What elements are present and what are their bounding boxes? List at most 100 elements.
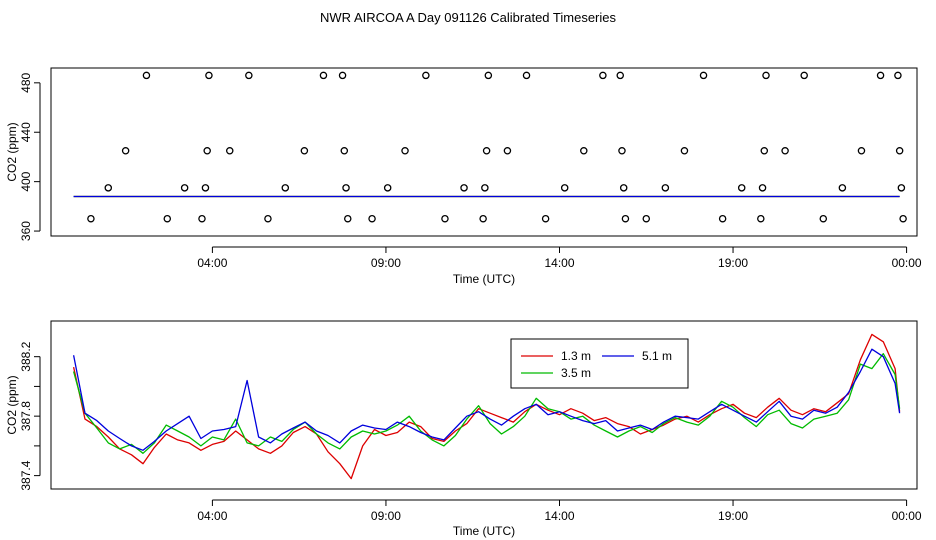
line-series (72, 333, 901, 480)
scatter-point (661, 184, 670, 192)
scatter-point (580, 147, 588, 155)
scatter-point (201, 184, 210, 192)
scatter-y-tick-label: 480 (19, 72, 33, 92)
scatter-points (87, 71, 907, 223)
scatter-point (760, 147, 769, 155)
scatter-point (319, 71, 328, 80)
legend-label-5-1m: 5.1 m (642, 349, 672, 363)
scatter-y-tick-label: 360 (19, 221, 33, 241)
scatter-point (876, 71, 885, 80)
scatter-point (205, 71, 213, 80)
series-line-1-3-m (72, 333, 901, 480)
scatter-x-tick-label: 19:00 (718, 256, 748, 270)
scatter-x-tick-label: 00:00 (892, 256, 922, 270)
scatter-point (621, 214, 630, 223)
scatter-point (281, 184, 290, 192)
scatter-point (762, 71, 770, 80)
scatter-point (737, 184, 746, 192)
scatter-point (401, 147, 409, 155)
scatter-point (800, 71, 808, 80)
line-x-tick-label: 09:00 (371, 509, 401, 523)
scatter-point (163, 214, 172, 223)
scatter-point (121, 147, 130, 155)
figure-title: NWR AIRCOA A Day 091126 Calibrated Times… (320, 10, 616, 25)
scatter-point (300, 147, 309, 155)
scatter-point (619, 184, 628, 192)
legend-label-3-5m: 3.5 m (561, 366, 591, 380)
scatter-x-axis-label: Time (UTC) (453, 272, 515, 286)
scatter-point (180, 184, 189, 192)
scatter-x-tick-label: 04:00 (197, 256, 227, 270)
scatter-point (484, 71, 493, 80)
scatter-point (104, 184, 113, 192)
scatter-point (757, 214, 765, 223)
scatter-point (142, 71, 151, 80)
scatter-point (541, 214, 550, 223)
scatter-point (441, 214, 449, 223)
scatter-point (203, 147, 211, 155)
scatter-point (897, 184, 906, 192)
scatter-point (481, 184, 489, 192)
scatter-point (460, 184, 468, 192)
scatter-point (718, 214, 727, 223)
line-x-tick-label: 04:00 (197, 509, 227, 523)
scatter-point (781, 147, 789, 155)
scatter-point (599, 71, 607, 80)
scatter-point (894, 71, 902, 80)
line-x-axis-label: Time (UTC) (453, 524, 515, 538)
scatter-y-tick-label: 440 (19, 122, 33, 142)
line-panel: 04:00 09:00 14:00 19:00 00:00 387.4 387.8 388.… (5, 320, 922, 538)
scatter-point (264, 214, 272, 223)
line-plot-frame (50, 320, 918, 490)
scatter-y-tick-label: 400 (19, 171, 33, 191)
scatter-point (482, 147, 491, 155)
line-y-axis: 387.4 387.8 388.2 (19, 341, 41, 491)
series-line-5-1-m (72, 348, 901, 451)
scatter-point (226, 147, 234, 155)
scatter-point (895, 147, 904, 155)
line-y-tick-label: 388.2 (19, 341, 33, 371)
line-y-tick-label: 387.8 (19, 401, 33, 431)
scatter-x-tick-label: 09:00 (371, 256, 401, 270)
scatter-point (699, 71, 708, 80)
scatter-point (819, 214, 828, 223)
scatter-point (758, 184, 767, 192)
scatter-point (245, 71, 253, 80)
scatter-point (383, 184, 392, 192)
line-x-axis: 04:00 09:00 14:00 19:00 00:00 (197, 499, 922, 523)
line-x-tick-label: 19:00 (718, 509, 748, 523)
scatter-point (857, 147, 866, 155)
legend: 1.3 m 3.5 m 5.1 m (510, 338, 689, 389)
legend-label-1-3m: 1.3 m (561, 349, 591, 363)
series-line-3-5-m (72, 353, 901, 454)
scatter-y-axis-label: CO2 (ppm) (5, 122, 19, 181)
scatter-point (340, 147, 349, 155)
scatter-point (618, 147, 626, 155)
scatter-x-tick-label: 14:00 (544, 256, 574, 270)
scatter-point (338, 71, 347, 80)
scatter-point (479, 214, 487, 223)
scatter-point (503, 147, 512, 155)
scatter-point (899, 214, 907, 223)
scatter-point (344, 214, 352, 223)
scatter-point (522, 71, 531, 80)
line-x-tick-label: 00:00 (892, 509, 922, 523)
scatter-point (368, 214, 376, 223)
scatter-point (616, 71, 624, 80)
line-y-axis-label: CO2 (ppm) (5, 375, 19, 434)
scatter-point (680, 147, 689, 155)
scatter-point (838, 184, 847, 192)
scatter-x-axis: 04:00 09:00 14:00 19:00 00:00 (197, 246, 922, 270)
scatter-point (198, 214, 206, 223)
scatter-plot-frame (50, 67, 918, 237)
scatter-point (87, 214, 95, 223)
scatter-point (560, 184, 569, 192)
legend-box (510, 338, 689, 389)
line-x-tick-label: 14:00 (544, 509, 574, 523)
scatter-point (422, 71, 430, 80)
scatter-point (342, 184, 350, 192)
scatter-y-axis: 360 400 440 480 (19, 72, 41, 241)
scatter-point (642, 214, 651, 223)
scatter-panel: 04:00 09:00 14:00 19:00 00:00 360 400 440 480 T… (5, 67, 922, 286)
